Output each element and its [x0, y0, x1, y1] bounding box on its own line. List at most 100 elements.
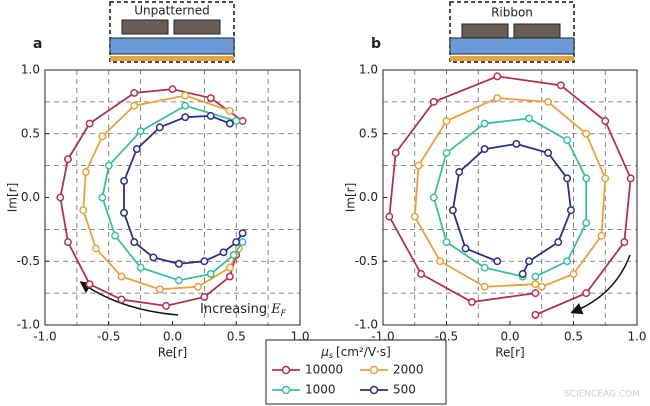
marker — [597, 231, 606, 240]
marker — [620, 238, 629, 247]
series-line — [123, 114, 244, 265]
marker — [225, 272, 234, 281]
marker — [200, 293, 209, 301]
marker — [64, 155, 72, 164]
inset-a: Unpatterned — [109, 1, 235, 63]
panel-label: b — [371, 36, 381, 52]
marker — [130, 238, 139, 247]
y-tick-label: 0.5 — [359, 126, 378, 140]
y-tick-label: -0.5 — [17, 254, 40, 268]
marker — [569, 270, 578, 278]
series-line — [59, 88, 244, 307]
marker — [225, 119, 234, 128]
marker — [531, 310, 540, 319]
legend: μs [cm²/V·s] 10000 2000 1000 500 — [265, 339, 447, 405]
marker — [64, 238, 72, 247]
x-tick-label: -0.5 — [435, 330, 458, 344]
marker — [85, 119, 94, 128]
marker — [436, 257, 445, 266]
x-tick-label: -1.0 — [33, 330, 56, 344]
marker — [136, 263, 145, 272]
marker — [229, 250, 238, 259]
marker — [563, 174, 572, 183]
marker — [512, 140, 521, 148]
marker — [493, 72, 502, 81]
annotation-text: Increasing — [200, 302, 267, 317]
marker — [98, 193, 107, 202]
legend-label: 500 — [393, 383, 416, 397]
marker — [556, 81, 565, 90]
x-axis-label: Re[r] — [495, 346, 524, 360]
marker — [410, 212, 419, 221]
series-line — [451, 143, 572, 275]
marker — [442, 148, 451, 157]
inset-label: Unpatterned — [134, 4, 209, 18]
series-line — [432, 117, 588, 278]
marker — [601, 117, 610, 125]
marker — [136, 127, 145, 136]
legend-label: 1000 — [305, 383, 336, 397]
legend-subscript: s — [329, 351, 333, 360]
marker — [200, 257, 209, 266]
annotation: Increasing EF — [200, 302, 287, 319]
marker — [582, 129, 591, 138]
marker — [626, 174, 635, 183]
marker — [467, 298, 476, 306]
legend-symbol: μ — [320, 345, 329, 359]
legend-marker — [281, 385, 291, 395]
marker — [79, 206, 88, 215]
marker — [111, 231, 120, 240]
marker — [232, 238, 241, 247]
marker — [525, 257, 533, 266]
marker — [238, 229, 247, 238]
marker — [480, 119, 489, 128]
marker — [219, 248, 228, 257]
annotation-subscript: F — [281, 309, 287, 319]
marker — [531, 280, 540, 289]
inset-label: Ribbon — [491, 6, 533, 20]
marker — [85, 280, 94, 289]
inset-b: Ribbon — [449, 1, 575, 63]
y-axis-label: Im[r] — [6, 183, 20, 213]
marker — [493, 257, 502, 266]
marker — [174, 259, 183, 268]
x-tick-label: 1.0 — [290, 330, 309, 344]
marker — [174, 276, 183, 285]
arrow — [79, 281, 179, 316]
marker — [238, 117, 247, 125]
legend-label: 2000 — [393, 363, 424, 377]
marker — [168, 85, 177, 94]
marker — [162, 301, 171, 310]
marker — [155, 285, 164, 294]
marker — [117, 272, 126, 281]
marker — [525, 114, 533, 123]
legend-marker — [281, 365, 291, 375]
y-tick-label: 1.0 — [21, 63, 40, 77]
marker — [531, 272, 540, 281]
marker — [582, 174, 591, 183]
marker — [531, 289, 540, 298]
marker — [385, 212, 394, 221]
marker — [181, 113, 190, 122]
x-axis-label: Re[r] — [158, 346, 187, 360]
marker — [480, 145, 489, 154]
marker — [391, 148, 400, 157]
marker — [225, 263, 234, 272]
annotation-symbol: E — [270, 302, 281, 317]
marker — [493, 94, 502, 103]
marker — [537, 282, 546, 291]
marker — [582, 289, 591, 298]
marker — [104, 161, 113, 170]
x-tick-label: 0.0 — [500, 330, 519, 344]
marker — [120, 176, 129, 185]
marker — [455, 168, 464, 176]
marker — [117, 295, 126, 304]
watermark: SCIENCEAG.COM — [564, 390, 640, 400]
marker — [81, 168, 90, 176]
marker — [414, 161, 423, 170]
marker — [194, 282, 202, 291]
marker — [429, 193, 438, 202]
marker — [181, 101, 190, 110]
marker — [442, 117, 451, 125]
